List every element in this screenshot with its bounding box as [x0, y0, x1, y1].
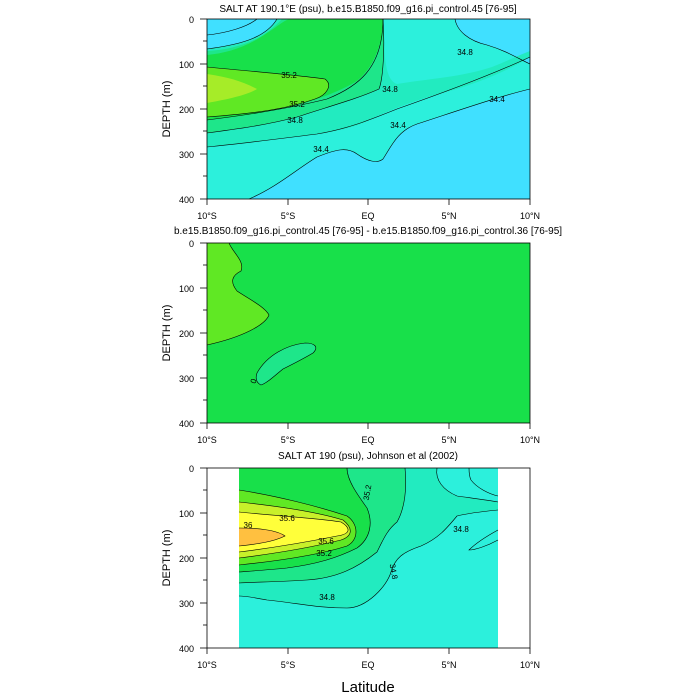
- panel-2-xtick-label: 10°S: [197, 435, 217, 445]
- panel-3-ytick-label: 100: [179, 509, 194, 519]
- panel-3-band-east-fresh: [469, 468, 498, 496]
- panel-1-x-axis: 10°S 5°S EQ 5°N 10°N: [197, 211, 540, 221]
- panel-3-x-axis: 10°S 5°S EQ 5°N 10°N: [197, 660, 540, 670]
- panel-3-ylabel: DEPTH (m): [161, 530, 173, 587]
- panel-3-xtick-label: 10°N: [520, 660, 540, 670]
- panel-3-contour-lines: [238, 467, 499, 609]
- panel-1-xtick-label: 10°N: [520, 211, 540, 221]
- panel-2-title: b.e15.B1850.f09_g16.pi_control.45 [76-95…: [174, 226, 562, 237]
- panel-3-y-ticks: [200, 467, 207, 649]
- panel-3-contour-label: 36: [244, 521, 253, 530]
- panel-3-contour-labels: 35.2 35.6 36 34.8 35.6 35.2 34.8 34.8: [244, 484, 470, 602]
- panel-2-y-axis: 0 100 200 300 400: [179, 239, 194, 429]
- panel-2-xtick-label: 5°S: [281, 435, 296, 445]
- panel-3-xtick-label: 5°S: [281, 660, 296, 670]
- panel-2-ytick-label: 300: [179, 374, 194, 384]
- panel-1-band-35-6: [207, 74, 257, 103]
- panel-1-xtick-label: 5°N: [441, 211, 456, 221]
- panel-3-contour-label: 34.8: [388, 563, 400, 580]
- panel-3-contour-label: 35.2: [316, 549, 332, 558]
- panel-1-contour-label: 34.8: [382, 85, 398, 94]
- panel-3-xtick-label: EQ: [361, 660, 374, 670]
- panel-3-x-ticks: [206, 648, 531, 654]
- panel-3-band-east-fresh-2: [469, 530, 498, 550]
- panel-2-xtick-label: 10°N: [520, 435, 540, 445]
- panel-3-plot: [206, 467, 531, 649]
- panel-1-contour-label: 35.2: [281, 71, 297, 80]
- panel-1-band-fresh-nw: [207, 19, 277, 49]
- panel-2: b.e15.B1850.f09_g16.pi_control.45 [76-95…: [161, 226, 562, 445]
- panel-3-ytick-label: 300: [179, 599, 194, 609]
- panel-1-x-ticks: [206, 199, 531, 205]
- panel-2-ytick-label: 400: [179, 419, 194, 429]
- panel-1-contour-label: 34.4: [390, 121, 406, 130]
- panel-3-ytick-label: 0: [189, 464, 194, 474]
- panel-1-band-fresh-surface: [455, 19, 530, 64]
- panel-2-contour-lines: [206, 242, 317, 386]
- panel-3-contour-label: 34.8: [453, 525, 469, 534]
- panel-3-ytick-label: 200: [179, 554, 194, 564]
- panel-1-contour-label: 34.4: [313, 145, 329, 154]
- panel-1-contour-lines: [206, 18, 531, 200]
- panel-2-contour-label: 0: [249, 377, 259, 385]
- panel-1-ytick-label: 100: [179, 60, 194, 70]
- panel-3: SALT AT 190 (psu), Johnson et al (2002): [161, 451, 540, 670]
- panel-3-band-36: [239, 528, 285, 546]
- panel-3-contour-label: 35.6: [318, 537, 334, 546]
- panel-2-y-ticks: [200, 242, 207, 424]
- panel-3-y-axis: 0 100 200 300 400: [179, 464, 194, 654]
- panel-1-xtick-label: 5°S: [281, 211, 296, 221]
- panel-1-xtick-label: 10°S: [197, 211, 217, 221]
- panel-2-x-axis: 10°S 5°S EQ 5°N 10°N: [197, 435, 540, 445]
- figure-xlabel: Latitude: [341, 679, 394, 696]
- panel-2-background: [207, 243, 530, 423]
- panel-1-contour-label: 35.2: [289, 100, 305, 109]
- panel-3-ytick-label: 400: [179, 644, 194, 654]
- panel-2-contour-labels: 0: [249, 377, 259, 385]
- panel-3-xtick-label: 5°N: [441, 660, 456, 670]
- panel-3-title: SALT AT 190 (psu), Johnson et al (2002): [278, 451, 458, 462]
- panel-1-ytick-label: 300: [179, 150, 194, 160]
- panel-1-y-axis: 0 100 200 300 400: [179, 15, 194, 205]
- panel-1-contour-label: 34.8: [287, 116, 303, 125]
- panel-1: SALT AT 190.1°E (psu), b.e15.B1850.f09_g…: [161, 4, 540, 221]
- panel-2-plot: [206, 242, 531, 424]
- panel-2-ytick-label: 100: [179, 284, 194, 294]
- panel-2-x-ticks: [206, 423, 531, 429]
- panel-3-contour-label: 35.6: [279, 514, 295, 523]
- panel-1-ytick-label: 400: [179, 195, 194, 205]
- panel-2-ytick-label: 0: [189, 239, 194, 249]
- panel-1-ytick-label: 0: [189, 15, 194, 25]
- panel-1-xtick-label: EQ: [361, 211, 374, 221]
- panel-1-band-fresh-deep: [249, 89, 530, 199]
- panel-2-ytick-label: 200: [179, 329, 194, 339]
- panel-1-ylabel: DEPTH (m): [161, 81, 173, 138]
- panel-1-ytick-label: 200: [179, 105, 194, 115]
- panel-2-xtick-label: 5°N: [441, 435, 456, 445]
- panel-1-contour-labels: 34.8 35.2 34.8 34.4 35.2 34.8 34.4 34.4: [281, 48, 505, 154]
- panel-3-contour-label: 34.8: [319, 593, 335, 602]
- panel-2-xtick-label: EQ: [361, 435, 374, 445]
- panel-3-xtick-label: 10°S: [197, 660, 217, 670]
- panel-1-y-ticks: [200, 18, 207, 200]
- panel-2-negative-region: [256, 343, 316, 385]
- panel-1-band-35-4: [207, 67, 329, 117]
- panel-3-contour-label: 35.2: [362, 484, 374, 501]
- panel-1-title: SALT AT 190.1°E (psu), b.e15.B1850.f09_g…: [219, 4, 517, 15]
- panel-1-contour-label: 34.4: [489, 95, 505, 104]
- panel-1-plot: [206, 18, 531, 200]
- panel-2-positive-region: [207, 243, 269, 345]
- panel-2-ylabel: DEPTH (m): [161, 305, 173, 362]
- panel-1-contour-label: 34.8: [457, 48, 473, 57]
